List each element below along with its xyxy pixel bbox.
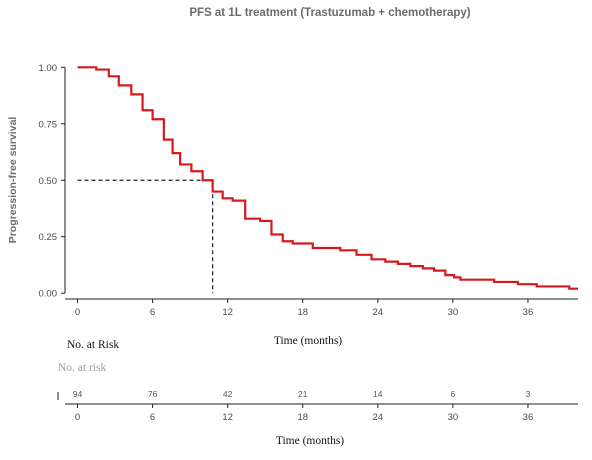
risk-x-ticks: 0 6 12 18 24 30 36 <box>75 404 533 423</box>
y-tick-label: 0.00 <box>39 289 58 300</box>
x-tick-label: 6 <box>150 307 155 318</box>
risk-x-tick-label: 18 <box>297 412 308 423</box>
risk-number: 14 <box>373 389 383 399</box>
risk-number: 94 <box>73 389 83 399</box>
risk-number: 3 <box>526 389 531 399</box>
risk-numbers: 94 76 42 21 14 6 3 <box>73 389 531 399</box>
risk-x-axis-label: Time (months) <box>276 435 344 447</box>
x-tick-label: 0 <box>75 307 80 318</box>
x-axis: 0 6 12 18 24 30 36 <box>65 298 578 318</box>
risk-number: 6 <box>451 389 456 399</box>
x-tick-label: 18 <box>297 307 308 318</box>
y-tick-label: 0.25 <box>39 232 58 243</box>
risk-x-tick-label: 30 <box>448 412 459 423</box>
risk-x-tick-label: 6 <box>150 412 155 423</box>
risk-axis: 94 76 42 21 14 6 3 0 6 12 18 24 30 36 <box>57 389 578 423</box>
x-tick-label: 30 <box>448 307 459 318</box>
survival-curves <box>77 66 578 290</box>
x-axis-label: Time (months) <box>274 335 342 347</box>
y-ticks: 0.00 0.25 0.50 0.75 1.00 <box>39 63 65 300</box>
x-ticks: 0 6 12 18 24 30 36 <box>75 299 533 318</box>
x-tick-label: 24 <box>373 307 384 318</box>
x-tick-label: 12 <box>222 307 233 318</box>
risk-number: 76 <box>148 389 158 399</box>
risk-x-tick-label: 0 <box>75 412 80 423</box>
y-tick-label: 1.00 <box>39 63 58 74</box>
y-tick-label: 0.75 <box>39 119 58 130</box>
risk-label-primary: No. at Risk <box>67 339 119 351</box>
risk-number: 42 <box>223 389 233 399</box>
median-guides <box>77 179 214 294</box>
y-axis-label: Progression-free survival <box>7 117 19 244</box>
y-axis: 0.00 0.25 0.50 0.75 1.00 <box>39 63 66 300</box>
risk-x-tick-label: 24 <box>373 412 384 423</box>
chart-title: PFS at 1L treatment (Trastuzumab + chemo… <box>189 7 470 19</box>
y-tick-label: 0.50 <box>39 176 58 187</box>
risk-number: 21 <box>298 389 308 399</box>
risk-label-secondary: No. at risk <box>58 362 106 374</box>
x-tick-label: 36 <box>523 307 534 318</box>
risk-x-tick-label: 36 <box>523 412 534 423</box>
risk-x-tick-label: 12 <box>222 412 233 423</box>
survival-curve <box>77 66 578 290</box>
